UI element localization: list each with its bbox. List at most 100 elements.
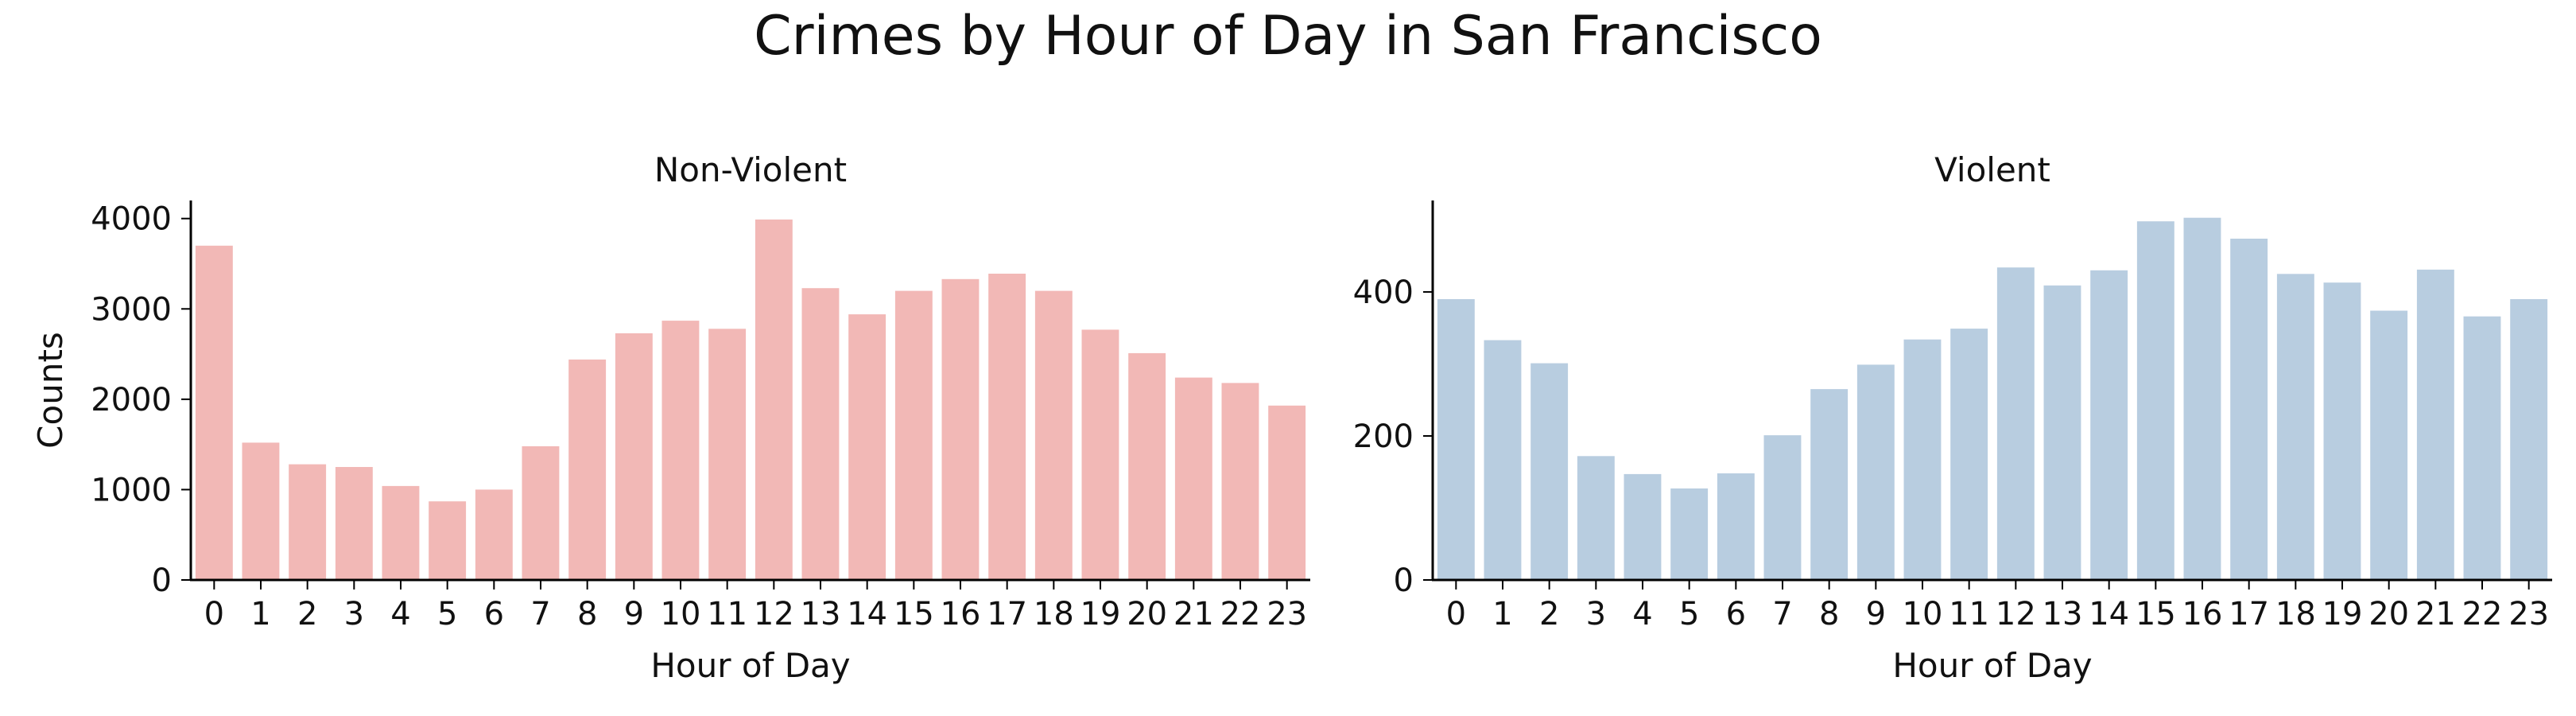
bar-11 — [708, 329, 747, 580]
bar-4 — [1624, 473, 1662, 580]
bar-14 — [2090, 270, 2128, 580]
y-tick-label: 0 — [1394, 562, 1414, 599]
x-tick-label: 12 — [1996, 596, 2036, 632]
bar-0 — [195, 245, 233, 580]
bar-21 — [1174, 377, 1212, 580]
chart-violent: 0 1 2 3 4 5 6 7 8 9 10 11 12 13 14 15 16 17 18 19 20 21 22 2302… — [1353, 150, 2552, 685]
y-tick-label: 1000 — [91, 472, 172, 508]
y-tick-label: 2000 — [91, 382, 172, 418]
x-tick-label: 10 — [661, 596, 701, 632]
x-axis-label: Hour of Day — [1892, 646, 2092, 685]
bar-5 — [429, 501, 467, 580]
x-tick-label: 7 — [530, 596, 550, 632]
bar-4 — [382, 485, 420, 580]
bar-6 — [1717, 473, 1755, 580]
x-tick-label: 23 — [2508, 596, 2549, 632]
bar-15 — [894, 290, 933, 580]
bar-19 — [2323, 282, 2361, 580]
bar-3 — [1577, 456, 1615, 580]
x-tick-label: 2 — [1539, 596, 1559, 632]
x-tick-label: 17 — [987, 596, 1027, 632]
bar-17 — [988, 274, 1026, 580]
bar-9 — [615, 333, 653, 580]
bar-6 — [475, 489, 513, 580]
x-tick-label: 18 — [1034, 596, 1074, 632]
x-tick-label: 9 — [1866, 596, 1886, 632]
x-tick-label: 6 — [1726, 596, 1746, 632]
x-tick-label: 9 — [624, 596, 644, 632]
x-tick-label: 13 — [2043, 596, 2083, 632]
bar-16 — [2183, 217, 2221, 580]
x-tick-label: 15 — [894, 596, 934, 632]
bar-20 — [2370, 310, 2408, 580]
bar-16 — [941, 278, 980, 580]
panel-title: Violent — [1934, 150, 2050, 189]
x-tick-label: 3 — [344, 596, 364, 632]
x-tick-label: 10 — [1903, 596, 1943, 632]
bar-20 — [1128, 352, 1166, 580]
x-tick-label: 17 — [2229, 596, 2269, 632]
x-tick-label: 2 — [297, 596, 317, 632]
x-tick-label: 14 — [847, 596, 887, 632]
y-tick-label: 200 — [1353, 418, 1414, 455]
y-tick-label: 4000 — [91, 201, 172, 238]
bar-11 — [1950, 329, 1988, 580]
x-tick-label: 7 — [1772, 596, 1792, 632]
bar-5 — [1670, 488, 1709, 580]
bar-15 — [2136, 221, 2174, 580]
x-tick-label: 18 — [2275, 596, 2316, 632]
x-tick-label: 11 — [707, 596, 747, 632]
x-tick-label: 11 — [1949, 596, 1989, 632]
bar-14 — [848, 314, 886, 580]
y-axis-label: Counts — [31, 332, 70, 449]
x-tick-label: 22 — [1220, 596, 1261, 632]
bar-1 — [1484, 340, 1522, 580]
bar-1 — [242, 442, 280, 580]
bar-7 — [1763, 435, 1802, 580]
x-tick-label: 1 — [250, 596, 270, 632]
bar-23 — [2510, 299, 2548, 580]
bar-23 — [1268, 405, 1306, 580]
bar-21 — [2416, 269, 2454, 580]
bar-18 — [1034, 290, 1073, 580]
x-tick-label: 22 — [2462, 596, 2503, 632]
panel-title: Non-Violent — [654, 150, 847, 189]
x-tick-label: 6 — [484, 596, 504, 632]
x-tick-label: 16 — [941, 596, 981, 632]
bar-22 — [2463, 316, 2501, 580]
bar-12 — [1996, 267, 2035, 580]
x-tick-label: 5 — [1679, 596, 1699, 632]
x-tick-label: 5 — [437, 596, 457, 632]
y-tick-label: 3000 — [91, 291, 172, 328]
x-tick-label: 19 — [2322, 596, 2363, 632]
x-tick-label: 23 — [1267, 596, 1307, 632]
y-tick-label: 400 — [1353, 274, 1414, 311]
x-tick-label: 20 — [2368, 596, 2409, 632]
bar-9 — [1856, 364, 1895, 580]
x-tick-label: 14 — [2089, 596, 2129, 632]
bar-10 — [661, 321, 700, 580]
x-tick-label: 19 — [1080, 596, 1121, 632]
x-tick-label: 21 — [1174, 596, 1214, 632]
figure-title: Crimes by Hour of Day in San Francisco — [754, 5, 1822, 68]
x-tick-label: 8 — [1819, 596, 1839, 632]
bar-8 — [1810, 389, 1849, 580]
bar-18 — [2276, 274, 2314, 580]
bar-22 — [1221, 383, 1259, 580]
x-tick-label: 13 — [801, 596, 841, 632]
bar-13 — [2043, 285, 2081, 580]
bar-12 — [755, 219, 793, 580]
x-tick-label: 15 — [2136, 596, 2176, 632]
x-tick-label: 21 — [2415, 596, 2456, 632]
bar-7 — [522, 446, 560, 580]
x-tick-label: 4 — [1632, 596, 1652, 632]
x-tick-label: 8 — [577, 596, 597, 632]
x-tick-label: 0 — [204, 596, 224, 632]
bar-8 — [568, 359, 607, 580]
x-tick-label: 1 — [1492, 596, 1512, 632]
x-tick-label: 0 — [1446, 596, 1466, 632]
bar-10 — [1903, 339, 1942, 580]
chart-nonviolent: 0 1 2 3 4 5 6 7 8 9 10 11 12 13 14 15 16 17 18 19 20 21 22 2301… — [31, 150, 1310, 685]
x-tick-label: 16 — [2182, 596, 2223, 632]
